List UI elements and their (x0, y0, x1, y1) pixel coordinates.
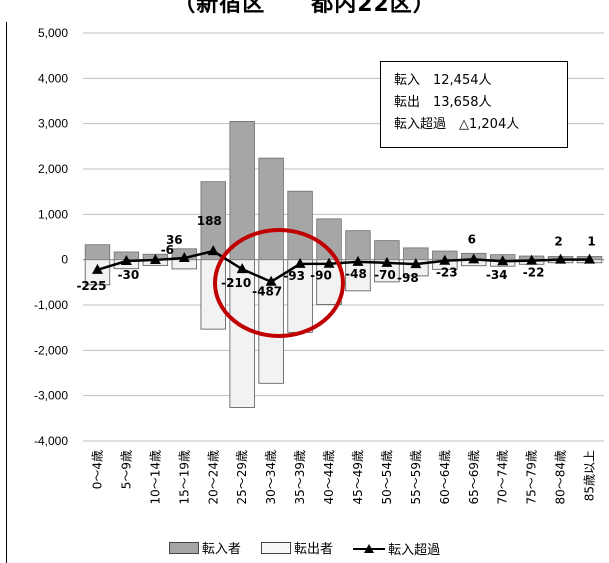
data-label: -22 (523, 266, 545, 280)
legend-item-inflow: 転入者 (168, 538, 241, 557)
data-label: -48 (345, 267, 367, 281)
data-label: -70 (374, 268, 396, 282)
x-tick-label: 70～74歳 (496, 450, 510, 505)
inflow-bar (403, 247, 429, 261)
y-tick-label: 1,000 (38, 207, 68, 221)
inflow-bar (316, 218, 342, 261)
x-tick-label: 0～4歳 (90, 450, 104, 489)
data-labels: -225 -30 -636 188 -210-487-93 -90 -48 -70 -98 -23… (76, 214, 595, 299)
net-point-marker (323, 257, 335, 268)
x-tick-label: 50～54歳 (380, 450, 394, 505)
net-point-marker (352, 255, 364, 266)
data-label: -487 (252, 285, 282, 299)
y-tick-label: -4,000 (34, 434, 68, 448)
net-line (97, 249, 590, 284)
inflow-bar (345, 230, 371, 261)
net-point-marker (410, 258, 422, 269)
x-tick-label: 40～44歳 (322, 450, 336, 505)
y-tick-label: 5,000 (38, 26, 68, 40)
legend-swatch-inflow (168, 541, 199, 554)
grid-lines (83, 32, 604, 442)
inflow-bar (287, 190, 313, 261)
y-tick-labels: 5,000 4,000 3,000 2,000 1,000 0 -1,000 -2,000 -3… (34, 26, 68, 448)
x-tick-label: 5～9歳 (119, 450, 133, 489)
data-label: -98 (397, 271, 419, 285)
net-point-marker (120, 255, 132, 266)
net-point-marker (149, 253, 161, 264)
x-tick-label: 85歳以上 (583, 450, 597, 501)
net-point-marker (207, 245, 219, 256)
x-tick-label: 35～39歳 (293, 450, 307, 505)
summary-net: 転入超過 △1,204人 (394, 117, 520, 132)
data-label: 188 (197, 214, 222, 228)
net-point-marker (91, 263, 103, 274)
y-tick-label: 4,000 (38, 71, 68, 85)
data-label: -93 (283, 269, 305, 283)
x-tick-labels: 0～4歳 5～9歳 10～14歳 15～19歳 20～24歳 25～29歳 30～34歳 35… (90, 450, 596, 505)
outflow-bar (84, 259, 111, 286)
legend-line-net-icon (353, 543, 386, 554)
legend-item-outflow: 転出者 (260, 538, 333, 557)
net-line-series (91, 245, 596, 286)
data-label: 2 (554, 235, 562, 249)
net-point-marker (294, 257, 306, 268)
net-point-marker (468, 253, 480, 264)
data-label: -30 (118, 268, 140, 282)
data-label: -34 (486, 268, 508, 282)
inflow-bar (84, 244, 111, 261)
net-point-marker (584, 253, 596, 264)
legend-label-net: 転入超過 (388, 543, 441, 558)
net-point-marker (265, 275, 277, 286)
outflow-bar (200, 259, 226, 330)
y-tick-label: -1,000 (34, 298, 68, 312)
x-tick-label: 60～64歳 (438, 450, 452, 505)
net-point-marker (526, 254, 538, 265)
x-tick-label: 15～19歳 (177, 450, 191, 505)
x-tick-label: 20～24歳 (206, 450, 220, 505)
x-tick-label: 45～49歳 (351, 450, 365, 505)
x-tick-label: 10～14歳 (148, 450, 162, 505)
net-point-marker (439, 254, 451, 265)
net-point-marker (178, 252, 190, 263)
inflow-bar (374, 240, 400, 261)
data-label: -225 (76, 279, 106, 293)
data-label: -6 (161, 243, 174, 257)
legend-label-inflow: 転入者 (201, 542, 241, 557)
data-label: -23 (436, 266, 458, 280)
legend-swatch-outflow (260, 541, 291, 554)
summary-outflow: 転出 13,658人 (394, 95, 492, 110)
inflow-bar (258, 157, 284, 261)
summary-inflow: 転入 12,454人 (394, 73, 492, 88)
highlight-circle (213, 228, 345, 338)
y-tick-label: 2,000 (38, 162, 68, 176)
data-label: 1 (587, 235, 595, 249)
legend-item-net: 転入超過 (353, 539, 440, 558)
chart-title: （新宿区 都内22区） (173, 0, 436, 17)
y-tick-label: -2,000 (34, 343, 68, 357)
legend-label-outflow: 転出者 (293, 542, 333, 557)
frame-left-border (6, 22, 7, 563)
x-tick-label: 55～59歳 (409, 450, 423, 505)
y-tick-label: 0 (61, 253, 68, 267)
data-label: -90 (310, 269, 332, 283)
x-tick-label: 30～34歳 (264, 450, 278, 505)
data-label: -210 (221, 276, 251, 290)
net-point-marker (381, 256, 393, 267)
net-point-marker (555, 253, 567, 264)
net-point-marker (497, 255, 509, 266)
y-tick-label: -3,000 (34, 389, 68, 403)
x-tick-label: 65～69歳 (467, 450, 481, 505)
data-label: 6 (468, 232, 476, 246)
net-point-marker (236, 263, 248, 274)
x-tick-label: 25～29歳 (235, 450, 249, 505)
y-tick-label: 3,000 (38, 117, 68, 131)
legend: 転入者 転出者 転入超過 (0, 538, 609, 558)
data-label: 36 (166, 233, 183, 247)
highlight-annotation (213, 228, 345, 338)
summary-box: 転入 12,454人 転出 13,658人 転入超過 △1,204人 (380, 61, 568, 148)
x-tick-label: 80～84歳 (554, 450, 568, 505)
x-tick-label: 75～79歳 (525, 450, 539, 505)
